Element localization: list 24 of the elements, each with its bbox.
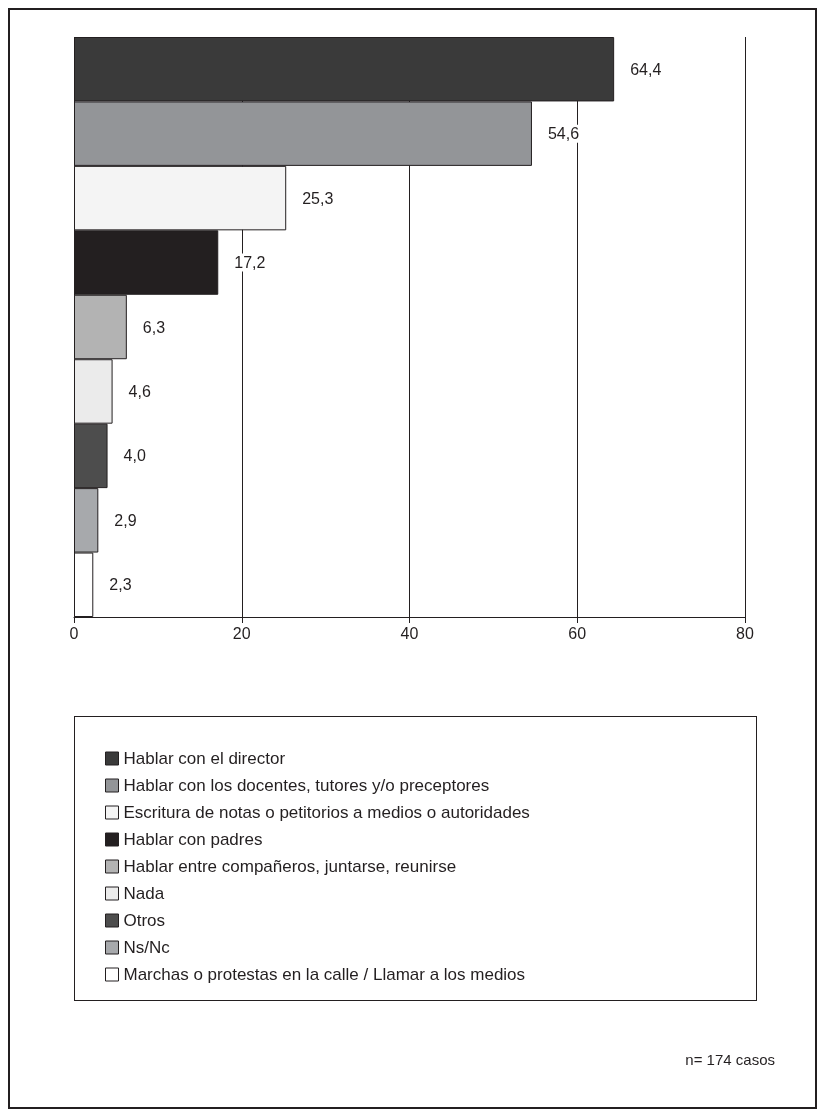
text: n= 174 casos [685, 1051, 776, 1068]
legend-label: Escritura de notas o petitorios a medios o autoridades [123, 803, 530, 822]
data-label: 25,3 [302, 189, 334, 207]
data-label: 2,9 [114, 511, 137, 529]
data-label: 4,6 [128, 382, 151, 400]
x-tick-label: 0 [69, 624, 79, 642]
legend-label: Nada [123, 884, 165, 903]
legend-label: Otros [123, 911, 166, 930]
data-label: 6,3 [142, 318, 166, 336]
x-tick-label: 40 [400, 624, 419, 642]
legend-label: Ns/Nc [123, 938, 171, 957]
legend-label: Hablar con padres [123, 830, 263, 849]
legend-label: Hablar con el director [123, 749, 286, 768]
data-label: 54,6 [547, 125, 580, 143]
data-label: 2,3 [109, 576, 132, 594]
legend-label: Hablar con los docentes, tutores y/o preceptores [123, 776, 490, 795]
x-tick-label: 20 [232, 624, 251, 642]
data-label: 64,4 [630, 60, 662, 78]
data-label: 4,0 [123, 447, 146, 465]
data-label: 17,2 [234, 254, 266, 272]
x-tick-label: 80 [736, 624, 754, 642]
legend-label: Marchas o protestas en la calle / Llamar a los medios [123, 965, 526, 984]
legend-label: Hablar entre compañeros, juntarse, reunirse [123, 857, 457, 876]
x-tick-label: 60 [568, 624, 587, 642]
